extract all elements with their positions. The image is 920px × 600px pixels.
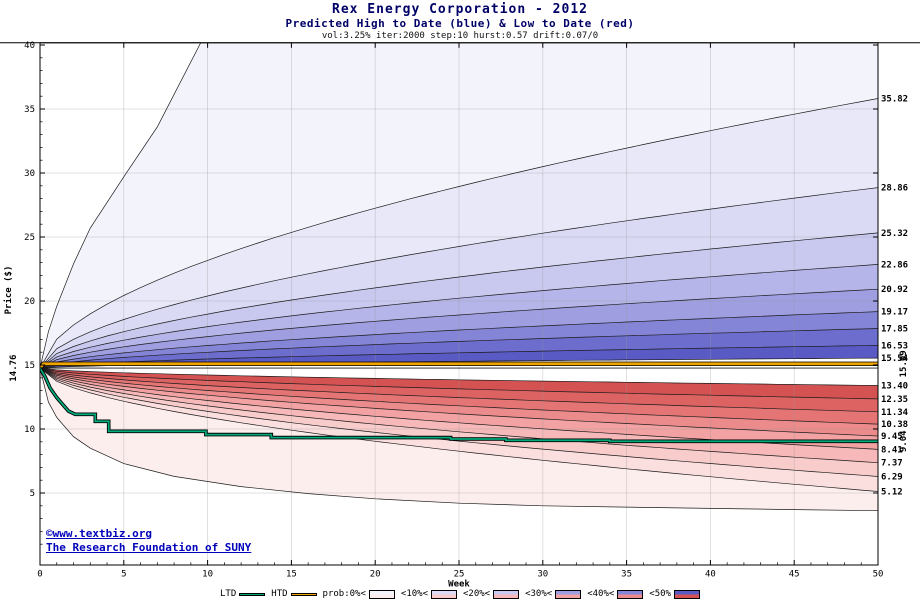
svg-text:9.04: 9.04 — [899, 430, 909, 452]
chart-title: Rex Energy Corporation - 2012 — [332, 2, 588, 17]
legend-label: HTD — [271, 589, 288, 599]
svg-text:10: 10 — [24, 425, 35, 435]
svg-text:5: 5 — [30, 489, 35, 499]
prob-band-swatch — [555, 589, 582, 599]
watermark: ©www.textbiz.org The Research Foundation… — [46, 527, 251, 555]
svg-text:15: 15 — [286, 570, 297, 580]
svg-text:30: 30 — [537, 570, 548, 580]
svg-text:6.29: 6.29 — [881, 472, 903, 482]
svg-text:17.85: 17.85 — [881, 325, 908, 335]
svg-text:13.40: 13.40 — [881, 381, 908, 391]
svg-text:Price ($): Price ($) — [3, 266, 14, 315]
svg-text:40: 40 — [24, 41, 35, 51]
svg-text:10.38: 10.38 — [881, 420, 908, 430]
legend-label: <50% — [649, 589, 671, 599]
svg-text:15.54: 15.54 — [881, 354, 909, 364]
legend-label: <30%< — [525, 589, 553, 599]
svg-text:45: 45 — [789, 570, 800, 580]
legend-item: <40%< — [587, 589, 644, 599]
svg-text:30: 30 — [24, 169, 35, 179]
watermark-link[interactable]: ©www.textbiz.org — [46, 527, 152, 540]
svg-text:50: 50 — [873, 570, 884, 580]
legend-label: LTD — [220, 589, 237, 599]
svg-text:11.34: 11.34 — [881, 408, 909, 418]
gridlines — [40, 42, 878, 565]
prob-band-swatch — [368, 589, 395, 599]
svg-text:15: 15 — [24, 361, 35, 371]
svg-text:Week: Week — [448, 580, 470, 590]
htd-ltd-lines — [40, 361, 878, 444]
svg-text:35.82: 35.82 — [881, 95, 908, 105]
legend-label: prob:0%< — [322, 589, 366, 599]
legend: LTD HTD prob:0%< <10%< <20%< <30%< <40%< <50% — [0, 589, 920, 599]
svg-text:40: 40 — [705, 570, 716, 580]
chart-params: vol:3.25% iter:2000 step:10 hurst:0.57 d… — [321, 31, 599, 41]
svg-text:25: 25 — [24, 233, 35, 243]
ltd-line-swatch — [239, 592, 266, 596]
prob-band-swatch — [617, 589, 644, 599]
legend-item: <30%< — [525, 589, 582, 599]
svg-text:7.37: 7.37 — [881, 459, 903, 469]
legend-item: <10%< — [401, 589, 457, 599]
chart-subtitle: Predicted High to Date (blue) & Low to D… — [285, 17, 635, 30]
legend-item: LTD — [220, 589, 266, 599]
legend-item: prob:0%< — [323, 589, 395, 599]
svg-text:12.35: 12.35 — [881, 395, 908, 405]
svg-text:0: 0 — [37, 570, 42, 580]
svg-text:19.17: 19.17 — [881, 308, 908, 318]
svg-text:14.76: 14.76 — [9, 355, 19, 382]
svg-text:20: 20 — [24, 297, 35, 307]
prob-band-swatch — [431, 589, 457, 599]
legend-label: <10%< — [400, 589, 428, 599]
svg-text:8.41: 8.41 — [881, 445, 903, 455]
svg-text:5.12: 5.12 — [881, 487, 903, 497]
htd-line-swatch — [290, 592, 317, 596]
watermark-org-link[interactable]: The Research Foundation of SUNY — [46, 541, 252, 554]
svg-text:35: 35 — [621, 570, 632, 580]
chart-header: Rex Energy Corporation - 2012 Predicted … — [0, 2, 920, 41]
prob-band-swatch — [673, 589, 700, 599]
svg-text:16.53: 16.53 — [881, 341, 908, 351]
svg-text:25.32: 25.32 — [881, 229, 908, 239]
svg-text:15.09: 15.09 — [899, 350, 909, 377]
price-labels: 35.82 28.86 25.32 22.86 20.92 19.17 17.85 16.53… — [3, 95, 909, 590]
svg-text:20.92: 20.92 — [881, 285, 908, 295]
legend-item: HTD — [271, 589, 317, 599]
svg-text:25: 25 — [454, 570, 465, 580]
svg-text:10: 10 — [202, 570, 213, 580]
svg-text:5: 5 — [121, 570, 126, 580]
svg-text:35: 35 — [24, 105, 35, 115]
legend-label: <20%< — [463, 589, 491, 599]
legend-item: <50% — [649, 589, 700, 599]
legend-item: <20%< — [463, 589, 520, 599]
svg-text:20: 20 — [370, 570, 381, 580]
legend-label: <40%< — [587, 589, 615, 599]
axes: 0 5 10 15 20 25 30 35 40 45 50 5 10 15 20 25 30 35 40 — [24, 41, 883, 580]
svg-text:9.45: 9.45 — [881, 432, 903, 442]
prob-band-swatch — [493, 589, 520, 599]
svg-text:28.86: 28.86 — [881, 184, 908, 194]
svg-text:22.86: 22.86 — [881, 260, 908, 270]
